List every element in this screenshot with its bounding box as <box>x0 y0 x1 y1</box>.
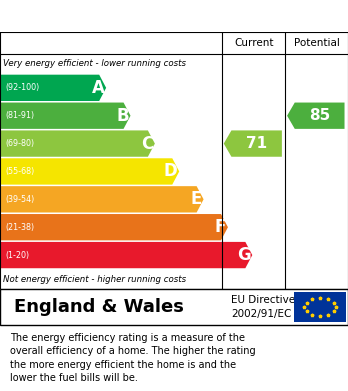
Text: E: E <box>190 190 202 208</box>
Text: EU Directive: EU Directive <box>231 295 295 305</box>
Bar <box>294 292 346 322</box>
Polygon shape <box>0 131 155 157</box>
Text: Very energy efficient - lower running costs: Very energy efficient - lower running co… <box>3 59 187 68</box>
Text: overall efficiency of a home. The higher the rating: overall efficiency of a home. The higher… <box>10 346 256 356</box>
Text: (1-20): (1-20) <box>5 251 29 260</box>
Text: 2002/91/EC: 2002/91/EC <box>231 309 292 319</box>
Text: lower the fuel bills will be.: lower the fuel bills will be. <box>10 373 138 384</box>
Text: Current: Current <box>234 38 274 48</box>
Polygon shape <box>0 214 228 240</box>
Text: (55-68): (55-68) <box>5 167 34 176</box>
Polygon shape <box>287 102 345 129</box>
Text: England & Wales: England & Wales <box>14 298 184 316</box>
Text: the more energy efficient the home is and the: the more energy efficient the home is an… <box>10 360 237 370</box>
Polygon shape <box>0 186 204 212</box>
Polygon shape <box>0 242 252 268</box>
Text: C: C <box>141 135 153 152</box>
Polygon shape <box>0 158 179 185</box>
Text: Potential: Potential <box>294 38 340 48</box>
Polygon shape <box>0 75 106 101</box>
Text: 85: 85 <box>309 108 330 123</box>
Text: (92-100): (92-100) <box>5 83 39 92</box>
Text: G: G <box>237 246 251 264</box>
Text: A: A <box>92 79 104 97</box>
Text: (81-91): (81-91) <box>5 111 34 120</box>
Text: F: F <box>215 218 226 236</box>
Text: (21-38): (21-38) <box>5 223 34 232</box>
Text: D: D <box>164 162 177 181</box>
Text: (39-54): (39-54) <box>5 195 34 204</box>
Polygon shape <box>0 102 130 129</box>
Text: Energy Efficiency Rating: Energy Efficiency Rating <box>59 7 289 25</box>
Polygon shape <box>224 131 282 157</box>
Text: B: B <box>116 107 129 125</box>
Text: 71: 71 <box>246 136 267 151</box>
Text: (69-80): (69-80) <box>5 139 34 148</box>
Text: Not energy efficient - higher running costs: Not energy efficient - higher running co… <box>3 274 187 284</box>
Text: The energy efficiency rating is a measure of the: The energy efficiency rating is a measur… <box>10 332 245 343</box>
